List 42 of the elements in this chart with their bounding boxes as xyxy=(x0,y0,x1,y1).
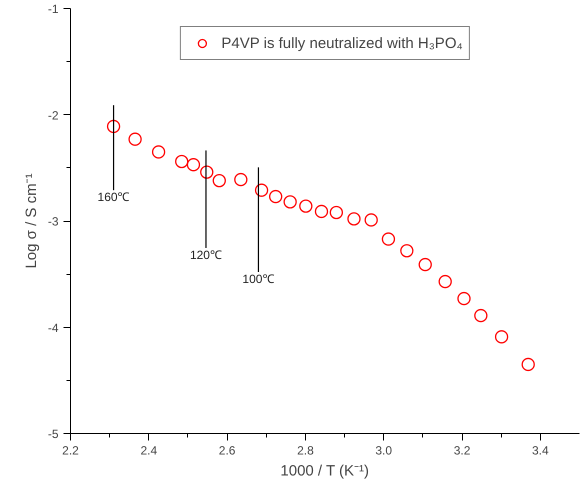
y-tick-label: -3 xyxy=(48,214,59,228)
point xyxy=(212,174,226,188)
point xyxy=(364,213,378,227)
point xyxy=(234,172,248,186)
point xyxy=(269,190,282,204)
point xyxy=(474,308,488,322)
point xyxy=(400,244,414,258)
x-tick-label: 3.0 xyxy=(375,444,392,458)
x-tick-label: 2.6 xyxy=(218,444,236,458)
x-tick-label: 2.2 xyxy=(62,444,80,458)
point xyxy=(200,165,214,179)
point xyxy=(438,274,452,288)
point xyxy=(128,132,142,146)
ref-line-label: 160℃ xyxy=(98,190,130,204)
y-tick-label: -2 xyxy=(48,108,59,122)
x-tick-label: 2.8 xyxy=(297,444,314,458)
point xyxy=(106,120,120,134)
point xyxy=(522,358,535,372)
x-axis-title: 1000 / T (K⁻¹) xyxy=(280,462,370,480)
y-tick-label: -1 xyxy=(48,2,59,16)
y-tick-label: -5 xyxy=(48,427,59,441)
y-axis-title: Log σ / S cm⁻¹ xyxy=(22,173,40,269)
legend-label: P4VP is fully neutralized with H₃PO₄ xyxy=(221,34,463,52)
ref-line-label: 120℃ xyxy=(190,248,222,262)
point xyxy=(186,158,200,172)
x-tick-label: 2.4 xyxy=(140,444,158,458)
y-tick-label: -4 xyxy=(48,320,59,335)
point xyxy=(330,206,344,220)
point xyxy=(457,292,471,306)
point xyxy=(494,330,508,344)
point xyxy=(284,195,297,209)
x-tick-label: 3.4 xyxy=(532,444,550,458)
point xyxy=(175,154,188,168)
point xyxy=(418,258,432,272)
ref-line-label: 100℃ xyxy=(242,272,274,286)
point xyxy=(152,145,166,159)
point xyxy=(299,199,312,213)
point xyxy=(254,184,268,197)
point xyxy=(382,232,396,246)
point xyxy=(314,204,328,218)
point xyxy=(347,212,361,226)
x-tick-label: 3.2 xyxy=(454,444,471,458)
